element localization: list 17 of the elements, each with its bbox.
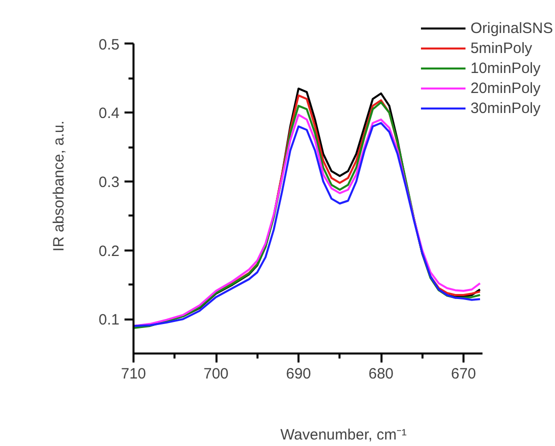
y-tick-label: 0.5 — [98, 36, 120, 54]
legend-label: 5minPoly — [470, 38, 532, 58]
legend-label: OriginalSNS — [470, 18, 553, 38]
x-tick-label: 710 — [120, 366, 146, 382]
legend-label: 10minPoly — [470, 58, 541, 78]
x-tick-label: 670 — [451, 366, 476, 382]
x-tick-label: 690 — [286, 366, 312, 382]
y-tick-label: 0.1 — [98, 312, 120, 329]
y-tick-label: 0.4 — [98, 105, 120, 122]
x-tick-label: 700 — [203, 366, 229, 382]
legend-label: 30minPoly — [470, 98, 541, 118]
legend-label: 20minPoly — [470, 78, 541, 98]
y-tick-label: 0.2 — [98, 242, 120, 260]
y-axis-title: IR absorbance, a.u. — [50, 120, 68, 252]
x-axis-title: Wavenumber, cm⁻¹ — [280, 426, 407, 444]
x-tick-label: 680 — [368, 366, 394, 382]
y-tick-label: 0.3 — [98, 174, 120, 191]
